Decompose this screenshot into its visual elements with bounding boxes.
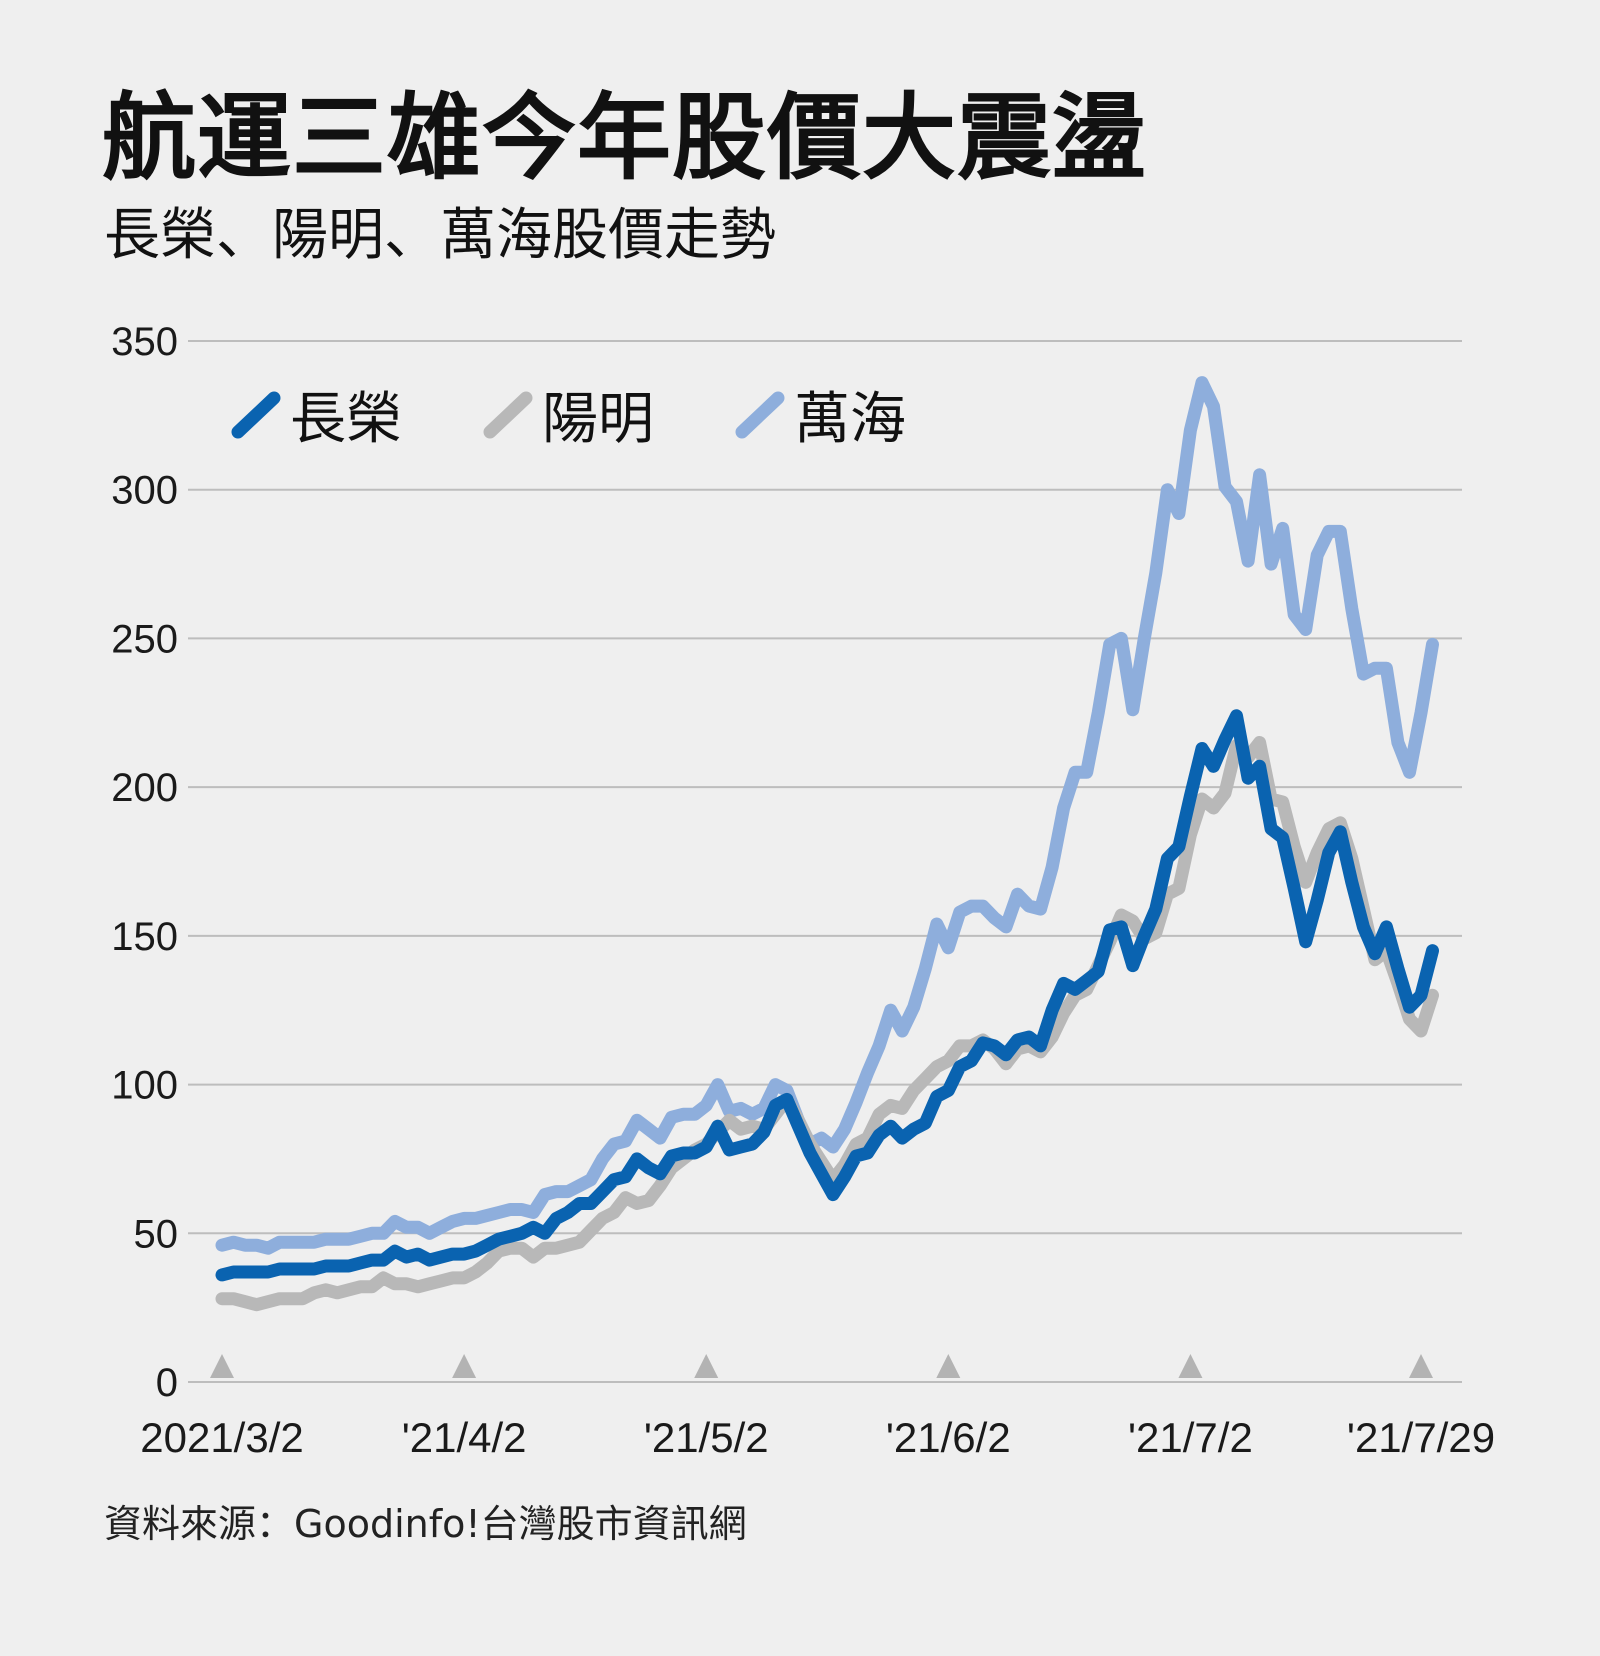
legend-label: 陽明 [542,387,654,452]
y-tick-label: 350 [111,320,178,364]
x-tick-label: 2021/3/2 [140,1414,304,1461]
legend-item-wanhai: 萬海 [735,387,906,452]
legend: 長榮 陽明 萬海 [231,387,906,452]
y-tick-label: 300 [111,469,178,513]
series-line-evergreen [215,709,1439,1282]
y-axis-ticks: 0 50 100 150 200 250 300 350 [111,320,178,1405]
x-tick-label: '21/7/29 [1347,1414,1495,1461]
legend-swatch [231,391,281,439]
x-tick-label: '21/5/2 [644,1414,769,1461]
y-tick-label: 250 [111,617,178,661]
x-axis-ticks: 2021/3/2 '21/4/2 '21/5/2 '21/6/2 '21/7/2 '21/… [140,1354,1495,1461]
y-tick-label: 100 [111,1064,178,1108]
legend-swatch [735,391,785,439]
chart-title: 航運三雄今年股價大震盪 [102,84,1148,193]
y-tick-label: 200 [111,766,178,810]
legend-item-yangming: 陽明 [483,387,654,452]
y-tick-label: 50 [134,1212,179,1256]
y-tick-label: 150 [111,915,178,959]
x-tick-marker [1178,1354,1203,1378]
legend-label: 長榮 [290,387,402,452]
legend-item-evergreen: 長榮 [231,387,402,452]
x-tick-label: '21/4/2 [402,1414,527,1461]
legend-swatch [483,391,533,439]
x-tick-label: '21/6/2 [886,1414,1011,1461]
x-tick-marker [1409,1354,1433,1378]
data-source-note: 資料來源：Goodinfo!台灣股市資訊網 [104,1502,747,1546]
x-tick-label: '21/7/2 [1128,1414,1253,1461]
x-tick-marker [210,1354,234,1378]
chart-subtitle: 長榮、陽明、萬海股價走勢 [104,203,776,268]
gridlines [188,340,1462,1383]
series-lines [215,376,1439,1312]
x-tick-marker [694,1354,719,1378]
x-tick-marker [936,1354,961,1378]
y-tick-label: 0 [156,1361,178,1405]
series-line-wanhai [215,376,1439,1255]
legend-label: 萬海 [794,387,906,452]
x-tick-marker [452,1354,477,1378]
